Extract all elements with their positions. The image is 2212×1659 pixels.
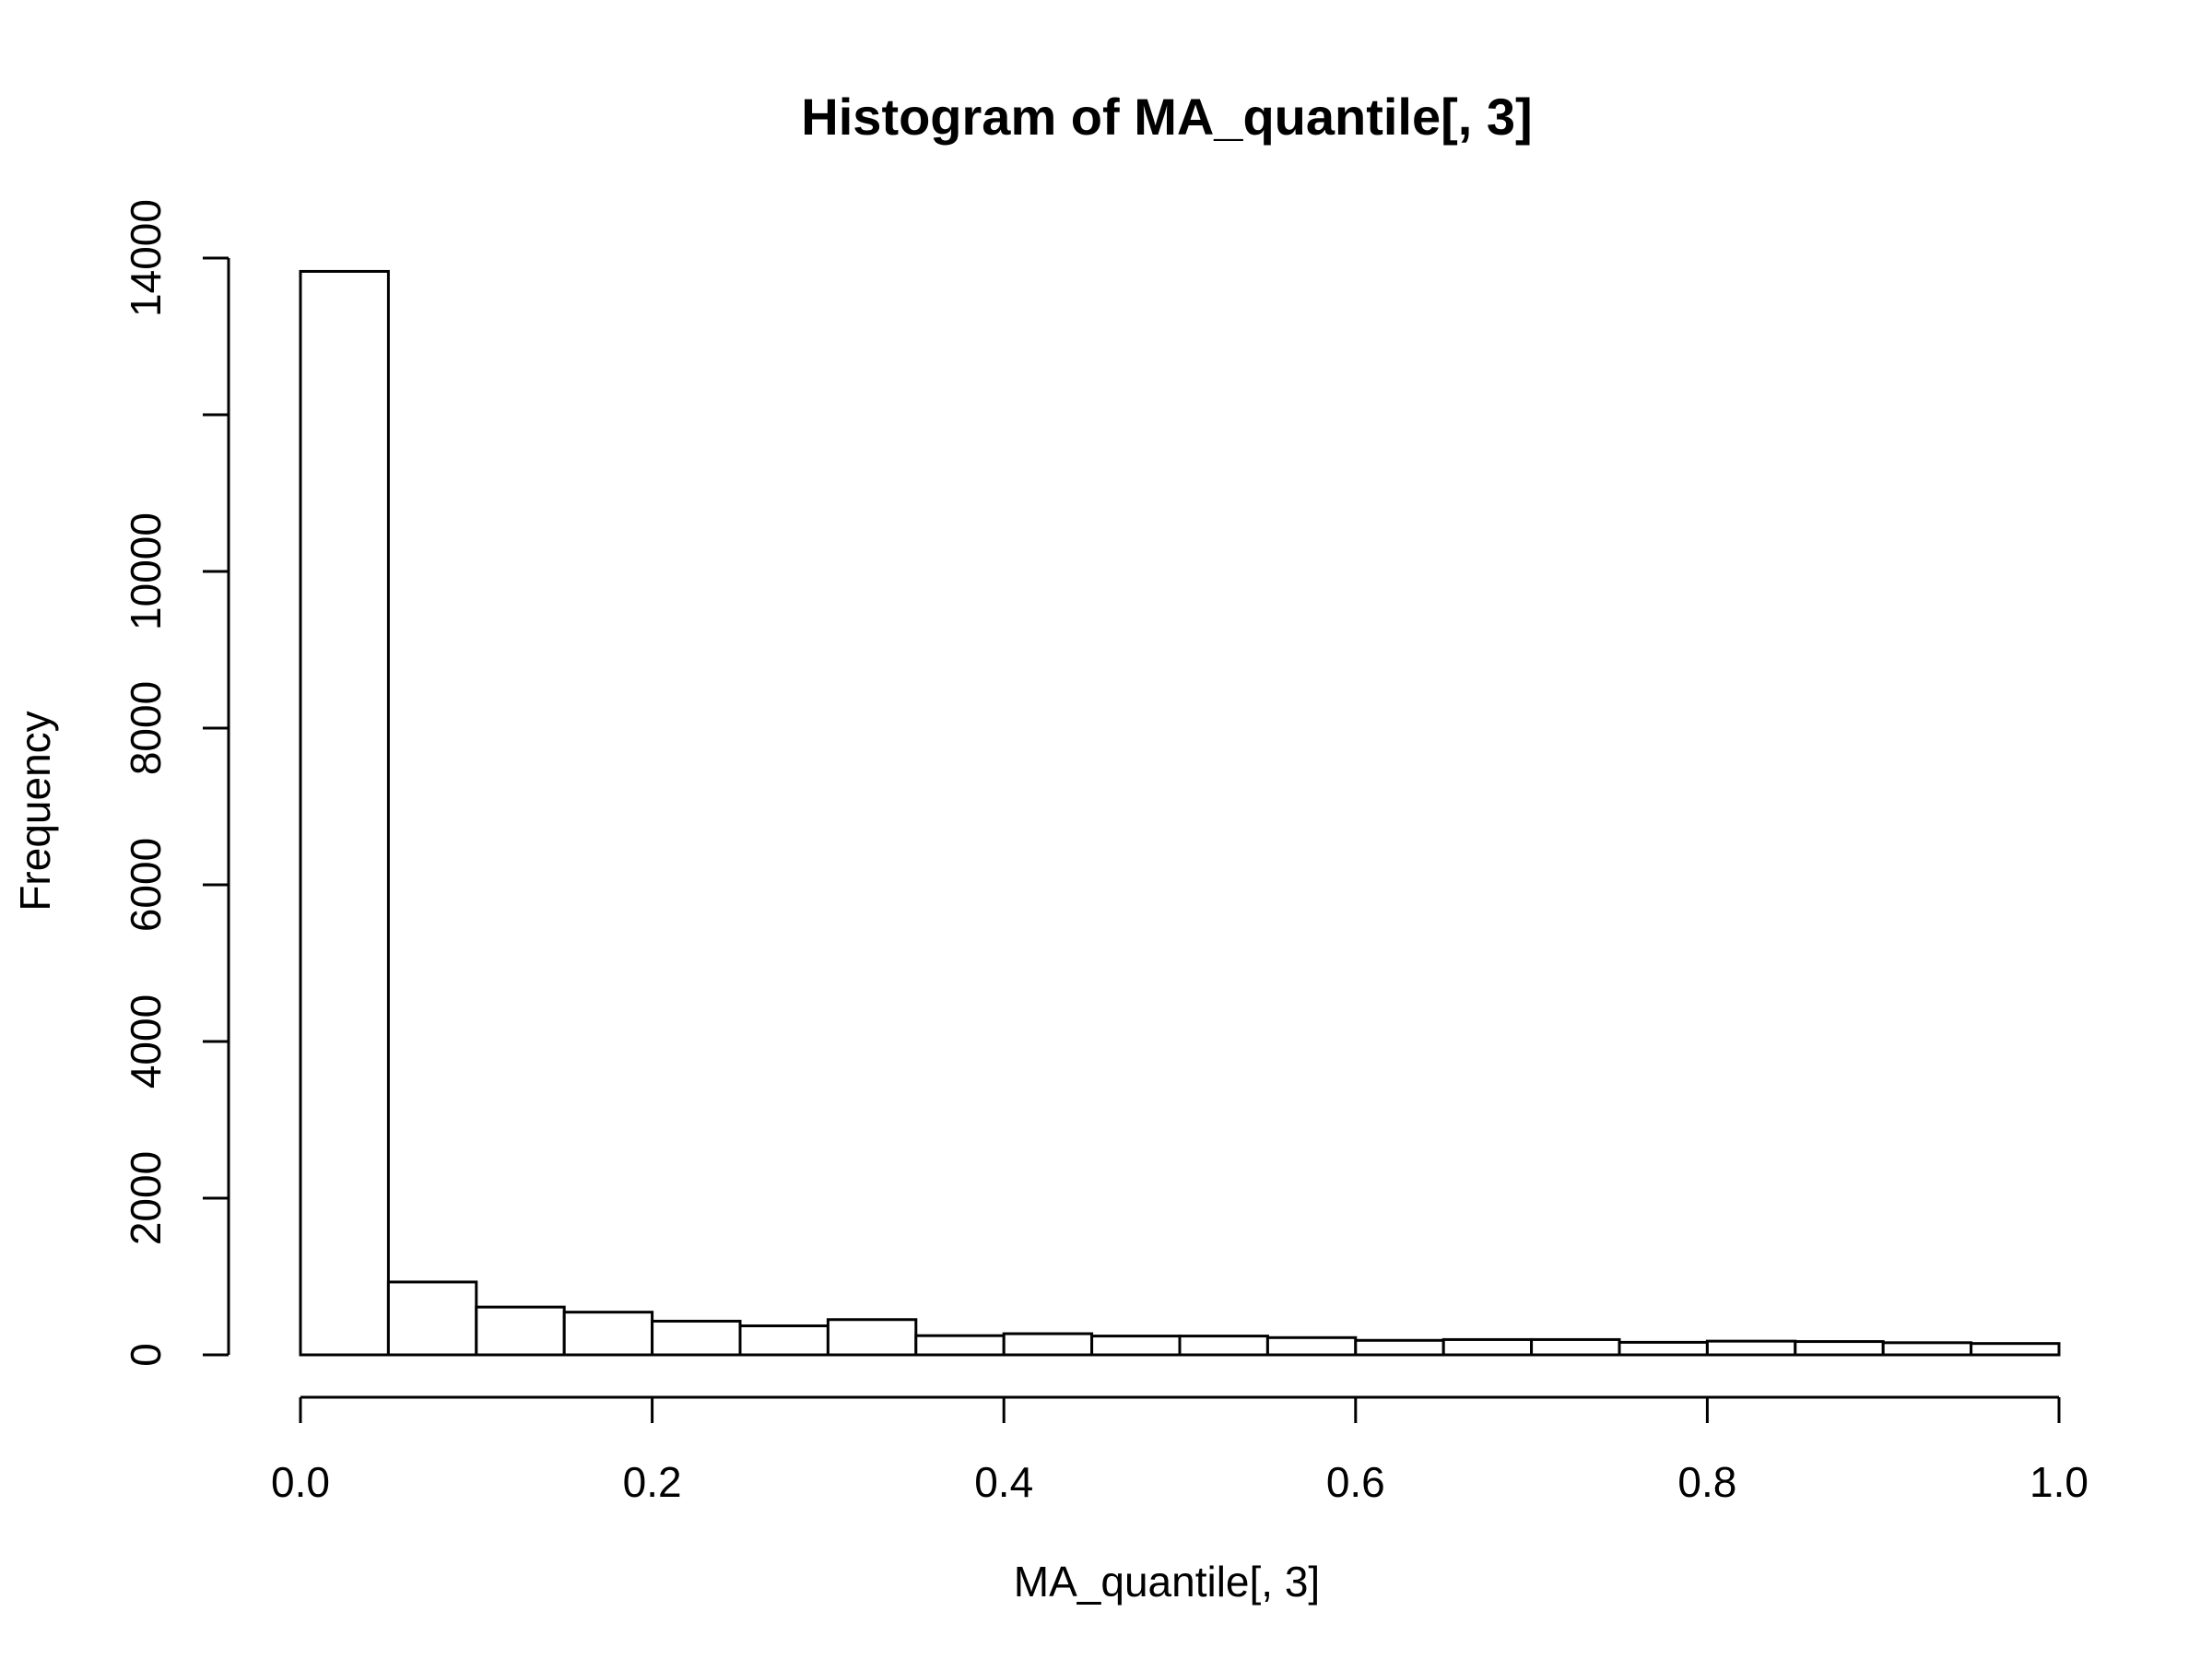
histogram-bar-0 xyxy=(299,269,390,1357)
histogram-bar-5 xyxy=(738,1324,830,1357)
x-axis-label: MA_quantile[, 3] xyxy=(1014,1558,1320,1606)
histogram-bar-10 xyxy=(1178,1335,1269,1357)
x-axis: 0.0 0.2 0.4 0.6 0.8 1.0 xyxy=(271,1395,2088,1506)
histogram-bar-17 xyxy=(1794,1340,1885,1357)
y-tick-label-5: 10000 xyxy=(122,512,170,630)
x-tick-label-5: 1.0 xyxy=(2030,1458,2088,1506)
y-tick-label-0: 0 xyxy=(122,1343,170,1367)
x-tick-label-1: 0.2 xyxy=(623,1458,682,1506)
chart-title: Histogram of MA_quantile[, 3] xyxy=(801,88,1532,146)
y-tick-label-2: 4000 xyxy=(122,994,170,1088)
x-tick-label-3: 0.6 xyxy=(1326,1458,1385,1506)
x-tick-label-2: 0.4 xyxy=(974,1458,1033,1506)
y-axis-label: Frequency xyxy=(11,711,59,911)
x-tick-label-0: 0.0 xyxy=(271,1458,330,1506)
y-tick-label-4: 8000 xyxy=(122,681,170,775)
histogram-bar-15 xyxy=(1618,1340,1709,1357)
y-tick-label-7: 14000 xyxy=(122,199,170,317)
histogram-bar-1 xyxy=(386,1280,478,1357)
y-tick-label-3: 6000 xyxy=(122,838,170,932)
y-tick-label-1: 2000 xyxy=(122,1151,170,1245)
histogram-bar-13 xyxy=(1441,1337,1534,1357)
histogram-bar-18 xyxy=(1881,1341,1973,1357)
histogram-bar-2 xyxy=(475,1305,566,1357)
histogram-bar-4 xyxy=(651,1319,742,1357)
histogram-bar-19 xyxy=(1970,1342,2061,1357)
histogram-bar-6 xyxy=(826,1318,918,1357)
histogram-bar-11 xyxy=(1265,1335,1358,1357)
histogram-bar-12 xyxy=(1354,1338,1445,1357)
x-tick-label-4: 0.8 xyxy=(1677,1458,1736,1506)
histogram-bar-3 xyxy=(562,1311,654,1357)
histogram-bar-8 xyxy=(1002,1332,1094,1357)
histogram-bar-7 xyxy=(914,1334,1006,1357)
histogram-bar-14 xyxy=(1530,1337,1621,1357)
histogram-bar-16 xyxy=(1705,1339,1797,1357)
histogram-bar-9 xyxy=(1090,1335,1182,1357)
histogram-bars xyxy=(299,269,2061,1357)
y-axis: 0 2000 4000 6000 8000 10000 14000 xyxy=(122,199,230,1367)
